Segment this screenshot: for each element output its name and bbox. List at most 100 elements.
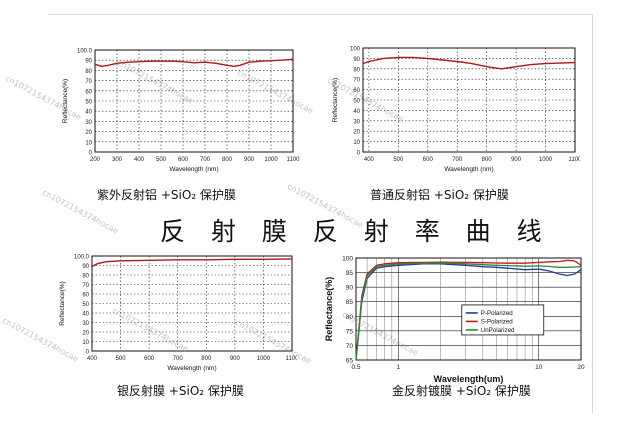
y-tick-label: 40 [85, 110, 92, 116]
y-tick-label: 75 [346, 328, 354, 335]
series-line [355, 263, 582, 361]
x-tick-label: 700 [452, 157, 463, 163]
x-tick-label: 400 [87, 356, 98, 362]
x-tick-label: 700 [200, 157, 211, 163]
y-tick-label: 80 [346, 314, 354, 321]
y-tick-label: 0 [86, 350, 90, 356]
y-tick-label: 90 [85, 59, 92, 65]
frame-right-line [592, 14, 593, 414]
y-tick-label: 20 [85, 130, 92, 136]
x-axis-label: Wavelength(um) [434, 374, 504, 384]
y-tick-label: 10 [353, 140, 360, 146]
series-line [94, 58, 294, 68]
x-tick-label: 600 [144, 356, 155, 362]
x-tick-label: 800 [482, 157, 493, 163]
x-tick-label: 1000 [257, 356, 271, 362]
y-tick-label: 70 [82, 283, 89, 289]
x-tick-label: 500 [156, 157, 167, 163]
y-tick-label: 30 [353, 119, 360, 125]
y-tick-label: 60 [353, 88, 360, 94]
standard-aluminum-chart: 0 10 20 30 40 50 60 70 80 90 100 400 500 600 700 800 900… [332, 47, 580, 174]
y-tick-label: 80 [85, 69, 92, 75]
legend-label: UnPolarized [481, 327, 515, 334]
y-tick-label: 65 [346, 358, 354, 365]
x-tick-label: 900 [244, 157, 255, 163]
plot-frame [362, 47, 576, 153]
x-tick-label: 800 [222, 157, 233, 163]
x-tick-label: 300 [112, 157, 123, 163]
x-axis-label: Wavelength (nm) [444, 166, 493, 173]
y-tick-label: 70 [353, 78, 360, 84]
y-tick-label: 30 [85, 120, 92, 126]
x-tick-label: 500 [393, 157, 404, 163]
y-axis-label: Reflectance(%) [324, 277, 334, 342]
x-tick-label: 600 [178, 157, 189, 163]
x-tick-label: 900 [230, 356, 241, 362]
uv-aluminum-caption: 紫外反射铝 +SiO₂ 保护膜 [97, 188, 236, 202]
x-tick-label: 900 [511, 157, 522, 163]
x-tick-label: 1 [396, 364, 400, 371]
y-axis-label: Reflectance(%) [332, 78, 339, 122]
y-tick-label: 100.0 [77, 49, 93, 55]
y-tick-label: 30 [82, 321, 89, 327]
plot-frame [91, 255, 293, 352]
y-tick-label: 90 [346, 285, 354, 292]
x-tick-label: 400 [134, 157, 145, 163]
page-main-title: 反 射 膜 反 射 率 曲 线 [160, 217, 551, 246]
x-axis-label: Wavelength (nm) [167, 365, 216, 372]
y-tick-label: 60 [82, 293, 89, 299]
y-tick-label: 50 [85, 100, 92, 106]
x-tick-label: 700 [173, 356, 184, 362]
y-axis-label: Reflectance(%) [59, 281, 66, 325]
silver-caption: 银反射膜 +SiO₂ 保护膜 [117, 384, 244, 398]
y-tick-label: 100 [342, 256, 353, 263]
y-tick-label: 95 [346, 270, 354, 277]
y-tick-label: 20 [353, 130, 360, 136]
x-tick-label: 500 [116, 356, 127, 362]
y-tick-label: 70 [85, 79, 92, 85]
y-tick-label: 50 [82, 302, 89, 308]
standard-aluminum-caption: 普通反射铝 +SiO₂ 保护膜 [370, 188, 509, 202]
y-tick-label: 10 [82, 340, 89, 346]
y-tick-label: 100.0 [74, 255, 90, 261]
series-line [362, 56, 576, 70]
y-tick-label: 0 [357, 151, 361, 157]
y-tick-label: 0 [89, 151, 93, 157]
gold-chart: 65 70 75 80 85 90 95 100 0.5 1 10 20 Wavelength(um) R… [324, 256, 585, 385]
frame-top-line [48, 14, 592, 15]
series-line [91, 258, 293, 268]
y-tick-label: 40 [82, 312, 89, 318]
y-tick-label: 50 [353, 99, 360, 105]
plot-frame [94, 49, 294, 153]
uv-aluminum-chart: 0 10 20 30 40 50 60 70 80 90 100.0 200 300 400 500 600 7… [62, 49, 301, 174]
y-tick-label: 90 [353, 57, 360, 63]
y-tick-label: 70 [346, 343, 354, 350]
y-tick-label: 100 [350, 47, 361, 53]
x-tick-label: 1100 [286, 356, 297, 362]
series-line [355, 262, 582, 361]
x-axis-label: Wavelength (nm) [169, 166, 218, 173]
y-tick-label: 40 [353, 109, 360, 115]
legend-label: P-Polarized [481, 310, 514, 317]
y-axis-label: Reflectance(%) [62, 79, 69, 123]
y-tick-label: 60 [85, 89, 92, 95]
x-tick-label: 1000 [264, 157, 278, 163]
series-line [355, 259, 582, 361]
plot-frame [355, 257, 582, 361]
x-tick-label: 1100 [569, 157, 580, 163]
legend-label: S-Polarized [481, 319, 514, 326]
x-tick-label: 10 [535, 364, 543, 371]
silver-chart: 0 10 20 30 40 50 60 70 80 90 100.0 400 500 600 700 800 9… [59, 255, 297, 373]
y-tick-label: 90 [82, 264, 89, 270]
x-tick-label: 0.5 [351, 364, 360, 371]
y-tick-label: 80 [353, 67, 360, 73]
legend-box [461, 304, 545, 336]
y-tick-label: 85 [346, 299, 354, 306]
x-tick-label: 20 [577, 364, 585, 371]
x-tick-label: 800 [201, 356, 212, 362]
x-tick-label: 1100 [287, 157, 301, 163]
y-tick-label: 10 [85, 140, 92, 146]
y-tick-label: 80 [82, 274, 89, 280]
x-tick-label: 600 [423, 157, 434, 163]
x-tick-label: 1000 [539, 157, 553, 163]
